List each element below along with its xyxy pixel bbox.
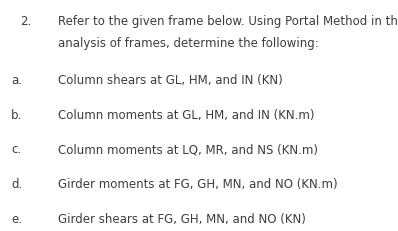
Text: a.: a. <box>11 74 22 87</box>
Text: e.: e. <box>11 213 22 225</box>
Text: b.: b. <box>11 109 22 122</box>
Text: analysis of frames, determine the following:: analysis of frames, determine the follow… <box>58 37 318 50</box>
Text: Girder shears at FG, GH, MN, and NO (KN): Girder shears at FG, GH, MN, and NO (KN) <box>58 213 306 225</box>
Text: Column moments at LQ, MR, and NS (KN.m): Column moments at LQ, MR, and NS (KN.m) <box>58 143 318 156</box>
Text: Column moments at GL, HM, and IN (KN.m): Column moments at GL, HM, and IN (KN.m) <box>58 109 314 122</box>
Text: Girder moments at FG, GH, MN, and NO (KN.m): Girder moments at FG, GH, MN, and NO (KN… <box>58 178 338 191</box>
Text: d.: d. <box>11 178 22 191</box>
Text: Refer to the given frame below. Using Portal Method in the: Refer to the given frame below. Using Po… <box>58 15 398 28</box>
Text: c.: c. <box>11 143 21 156</box>
Text: 2.: 2. <box>20 15 31 28</box>
Text: Column shears at GL, HM, and IN (KN): Column shears at GL, HM, and IN (KN) <box>58 74 283 87</box>
